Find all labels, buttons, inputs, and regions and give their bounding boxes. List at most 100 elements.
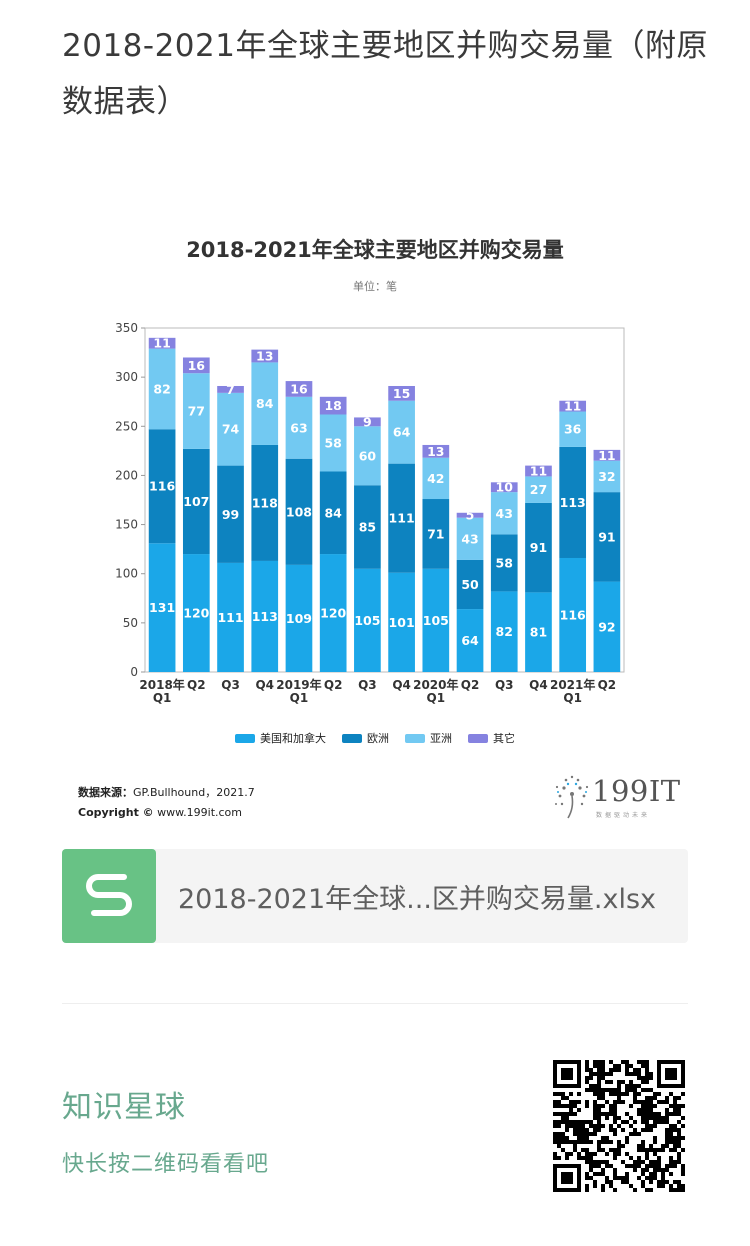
bar-segment [388, 463, 415, 573]
chart-image: 0 50 100 150 200 250 300 350 131 116 82 11 2018年 Q1 12… [62, 220, 688, 835]
stacked-bar-chart: 05010015020025030035013111682112018年Q112… [115, 321, 625, 705]
data-label: 5 [466, 508, 475, 523]
data-label: 82 [153, 381, 170, 396]
data-label: 108 [286, 504, 312, 519]
plot-frame [144, 327, 625, 673]
data-label: 71 [427, 526, 444, 541]
data-label: 111 [217, 610, 243, 625]
data-label: 113 [560, 495, 586, 510]
y-tick-label: 150 [115, 518, 138, 532]
data-label: 84 [256, 396, 274, 411]
bar-segment [251, 349, 279, 363]
data-label: 50 [461, 577, 479, 592]
data-label: 82 [496, 624, 513, 639]
data-label: 116 [149, 479, 175, 494]
data-label: 11 [598, 448, 615, 463]
data-label: 105 [423, 613, 449, 628]
data-label: 18 [324, 398, 341, 413]
data-label: 60 [359, 448, 377, 463]
data-label: 13 [256, 349, 273, 364]
bar-segment [490, 492, 518, 535]
bar-segment [490, 534, 518, 592]
bar-segment [593, 581, 621, 672]
bar-segment [593, 460, 621, 493]
bar-segment [319, 414, 347, 472]
data-label: 109 [286, 611, 312, 626]
data-label: 91 [598, 529, 615, 544]
data-label: 118 [252, 495, 278, 510]
bar-segment [354, 485, 381, 569]
y-tick-label: 250 [115, 419, 138, 433]
bar-segment [319, 471, 347, 555]
x-tick-label: Q2 [598, 678, 617, 692]
y-tick-label: 350 [115, 321, 138, 335]
bar-segment [148, 337, 176, 349]
data-label: 10 [496, 480, 514, 495]
data-label: 7 [226, 382, 235, 397]
legend-swatch [342, 733, 362, 743]
x-tick-label: Q4 [392, 678, 411, 692]
data-label: 77 [188, 404, 205, 419]
x-tick-label: Q2 [461, 678, 480, 692]
bar-segment [559, 400, 587, 412]
bar-segment [388, 400, 415, 464]
bar-segment [217, 392, 244, 466]
data-label: 131 [149, 600, 175, 615]
x-tick-label: 2019年 [276, 677, 321, 692]
data-label: 16 [188, 358, 206, 373]
chart-title: 2018-2021年全球主要地区并购交易量 [186, 238, 564, 262]
bar-segment [422, 444, 450, 458]
bar-segment [559, 557, 587, 672]
legend-item-us-canada: 美国和加拿大 [235, 730, 326, 746]
data-label: 11 [564, 399, 581, 414]
spreadsheet-file-icon [62, 849, 156, 943]
data-label: 15 [393, 386, 410, 401]
data-label: 99 [222, 507, 239, 522]
bar-segment [285, 381, 313, 397]
bar-segment [422, 499, 450, 569]
x-tick-label: Q3 [221, 678, 240, 692]
data-label: 120 [183, 606, 209, 621]
bar-segment [456, 517, 484, 560]
data-label: 113 [252, 609, 278, 624]
bar-segment [217, 562, 244, 672]
attachment-card[interactable]: 2018-2021年全球...区并购交易量.xlsx [62, 849, 688, 943]
bar-segment [182, 373, 210, 449]
bar-segment [525, 465, 552, 477]
data-label: 74 [222, 422, 240, 437]
bar-segment [525, 502, 552, 593]
bar-segment [388, 385, 415, 401]
data-label: 81 [530, 625, 547, 640]
post-title: 2018-2021年全球主要地区并购交易量（附原数据表） [62, 28, 708, 120]
y-tick-label: 300 [115, 370, 138, 384]
bar-segment [422, 568, 450, 672]
bar-segment [148, 348, 176, 430]
bar-segment [182, 448, 210, 555]
data-label: 42 [427, 471, 444, 486]
data-label: 13 [427, 444, 444, 459]
chart-legend: 美国和加拿大 欧洲 亚洲 其它 [62, 730, 688, 746]
bar-segment [182, 357, 210, 374]
bar-segment [456, 609, 484, 672]
data-label: 85 [359, 520, 376, 535]
bar-segment [559, 411, 587, 447]
copyright-label: Copyright © [78, 806, 154, 819]
bar-segment [525, 476, 552, 503]
planet-title: 知识星球 [62, 1090, 186, 1125]
y-tick-label: 100 [115, 567, 138, 581]
x-tick-label: Q4 [255, 678, 274, 692]
chart-source: 数据来源：GP.Bullhound，2021.7 Copyright © www… [78, 783, 255, 823]
x-tick-label: Q1 [427, 691, 446, 705]
bar-segment [422, 457, 450, 500]
data-label: 64 [393, 425, 411, 440]
legend-swatch [468, 733, 488, 743]
legend-label: 欧洲 [367, 732, 389, 745]
data-label: 27 [530, 482, 547, 497]
brand-logo: 199IT 数据驱动未来 [552, 772, 682, 822]
bar-segment [148, 543, 176, 672]
data-label: 43 [496, 506, 513, 521]
x-tick-label: 2018年 [139, 677, 184, 692]
bar-segment [148, 429, 176, 544]
x-tick-label: 2020年 [413, 677, 458, 692]
qr-code[interactable] [553, 1060, 685, 1192]
